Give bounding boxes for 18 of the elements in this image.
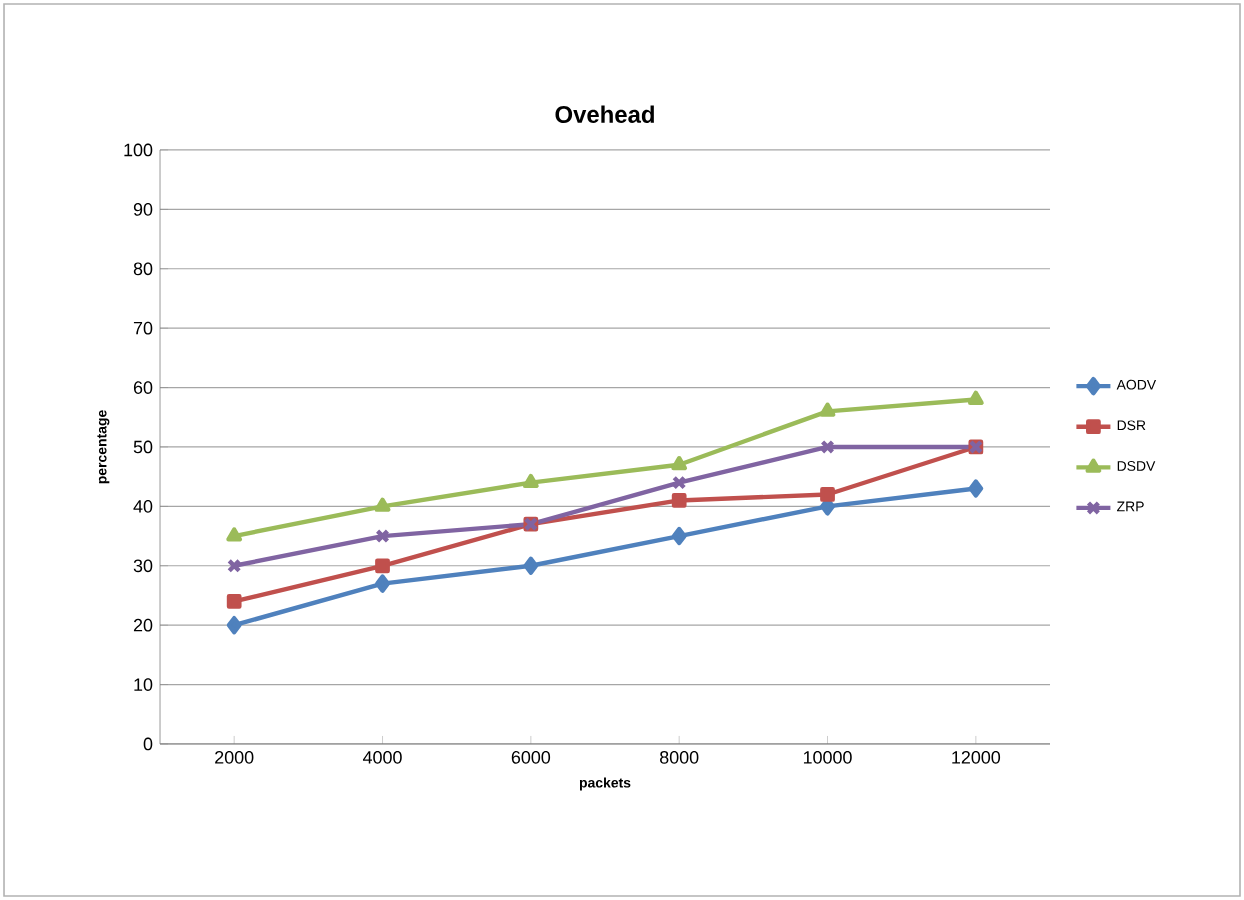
x-tick-label: 6000: [511, 751, 551, 764]
y-tick-label: 90: [133, 203, 153, 216]
y-tick-label: 0: [143, 737, 153, 751]
x-tick-label: 4000: [362, 751, 402, 764]
chart-title: Ovehead: [555, 105, 654, 123]
x-tick-label: 8000: [660, 751, 699, 764]
y-tick-label: 40: [133, 500, 153, 513]
y-tick-label: 20: [133, 618, 153, 632]
y-tick-label: 100: [124, 143, 153, 157]
y-tick-label: 70: [133, 321, 153, 335]
y-tick-label: 50: [133, 440, 153, 454]
y-tick-label: 10: [134, 678, 153, 691]
y-tick-label: 80: [133, 262, 153, 276]
y-tick-label: 60: [133, 381, 153, 394]
x-tick-label: 2000: [215, 751, 254, 764]
x-tick-label: 12000: [952, 751, 1001, 764]
y-tick-label: 30: [133, 559, 153, 573]
x-tick-label: 10000: [803, 751, 852, 764]
